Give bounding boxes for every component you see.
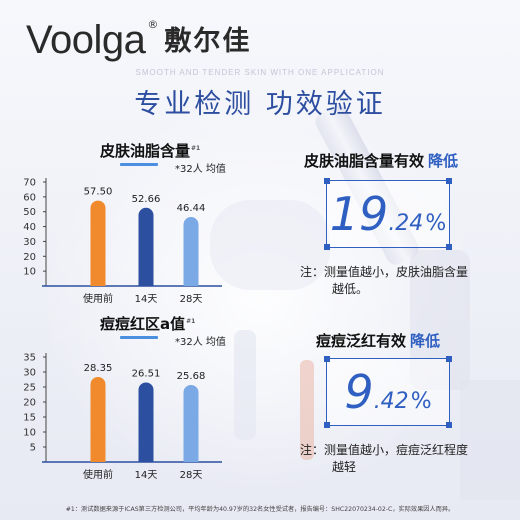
category-label: 使用前 — [83, 468, 113, 481]
effect-2-title-text: 痘痘泛红有效 — [316, 332, 407, 350]
y-tick-label: 35 — [23, 353, 36, 364]
bar-value-label: 52.66 — [132, 194, 161, 205]
bar-14天 — [138, 382, 154, 462]
effect-2-value-integer: 9 — [344, 365, 374, 419]
effect-1-title: 皮肤油脂含量有效 降低 — [304, 150, 458, 171]
effect-1-value-decimal: .24 — [388, 211, 424, 236]
effect-2-title: 痘痘泛红有效 降低 — [316, 330, 440, 351]
y-tick-label: 40 — [23, 222, 36, 233]
brand-logo: Voolga ® 敷尔佳 — [26, 12, 251, 62]
category-label: 14天 — [135, 470, 158, 481]
y-tick-label: 10 — [23, 267, 36, 278]
effect-1-value: 19 .24 % — [330, 191, 446, 237]
bar-value-label: 57.50 — [84, 187, 113, 198]
effect-2-note: 注：测量值越小，痘痘泛红程度 越轻 — [300, 442, 468, 476]
bar-value-label: 26.51 — [132, 368, 161, 379]
y-tick-label: 60 — [23, 192, 36, 203]
tagline: SMOOTH AND TENDER SKIN WITH ONE APPLICAT… — [135, 68, 385, 77]
box-corner — [324, 422, 330, 428]
y-tick-label: 30 — [23, 368, 36, 379]
effect-2-value-decimal: .42 — [373, 389, 409, 414]
effect-1-value-box: 19 .24 % — [324, 178, 452, 250]
effect-2-note-line-2: 越轻 — [332, 460, 357, 474]
category-label: 28天 — [180, 294, 203, 305]
box-corner — [324, 178, 330, 184]
box-corner — [446, 178, 452, 184]
chart-2-title-text: 痘痘红区a值 — [100, 315, 186, 333]
effect-1-highlight: 降低 — [428, 152, 459, 170]
effect-2-note-line-1: 注：测量值越小，痘痘泛红程度 — [300, 443, 469, 457]
footnote: #1：测试数据来源于ICAS第三方检测公司，平均年龄为40.97岁的32名女性受… — [65, 506, 455, 513]
chart-2-title: 痘痘红区a值#1 — [100, 313, 195, 334]
bar-使用前 — [90, 200, 106, 286]
category-label: 使用前 — [83, 292, 113, 305]
y-tick-label: 20 — [23, 252, 36, 263]
effect-1-note: 注：测量值越小，皮肤油脂含量 越低。 — [300, 264, 468, 298]
effect-1-note-line-2: 越低。 — [332, 282, 369, 296]
bar-value-label: 28.35 — [84, 363, 113, 374]
effect-1-value-unit: % — [425, 211, 447, 236]
chart-1-title-footnote-mark: #1 — [191, 145, 201, 152]
bar-value-label: 25.68 — [177, 371, 206, 382]
effect-1-value-integer: 19 — [329, 187, 389, 241]
effect-2-highlight: 降低 — [410, 332, 441, 350]
bar-28天 — [183, 384, 199, 462]
effect-1-title-text: 皮肤油脂含量有效 — [304, 152, 425, 170]
bar-value-label: 46.44 — [177, 203, 206, 214]
box-corner — [446, 356, 452, 362]
chart-1-title-underline — [120, 163, 158, 166]
effect-2-value-box: 9 .42 % — [324, 356, 452, 428]
bar-使用前 — [90, 376, 106, 462]
registered-mark: ® — [147, 18, 159, 31]
chart-2-subtitle: *32人 均值 — [175, 337, 226, 348]
y-tick-label: 10 — [23, 428, 36, 439]
brand-name-latin: Voolga — [26, 18, 146, 62]
chart-1-title-text: 皮肤油脂含量 — [100, 142, 191, 160]
chart-2-title-underline — [120, 336, 158, 339]
brand-name-chinese: 敷尔佳 — [164, 26, 252, 57]
bar-14天 — [138, 207, 154, 286]
y-tick-label: 50 — [23, 207, 36, 218]
bar-28天 — [183, 217, 199, 286]
box-corner — [446, 422, 452, 428]
y-tick-label: 30 — [23, 237, 36, 248]
effect-2-value: 9 .42 % — [344, 369, 431, 415]
y-tick-label: 70 — [23, 178, 36, 189]
chart-1-title: 皮肤油脂含量#1 — [100, 140, 200, 161]
y-tick-label: 15 — [23, 413, 36, 424]
effect-1-note-line-1: 注：测量值越小，皮肤油脂含量 — [300, 265, 469, 279]
box-corner — [324, 244, 330, 250]
category-label: 28天 — [180, 470, 203, 481]
y-tick-label: 5 — [30, 443, 36, 454]
effect-2-value-unit: % — [410, 389, 432, 414]
chart-2-title-footnote-mark: #1 — [186, 318, 196, 325]
headline: 专业检测 功效验证 — [134, 89, 386, 120]
box-corner — [446, 244, 452, 250]
chart-1-subtitle: *32人 均值 — [175, 164, 226, 175]
y-tick-label: 20 — [23, 398, 36, 409]
category-label: 14天 — [135, 294, 158, 305]
y-tick-label: 25 — [23, 383, 36, 394]
box-corner — [324, 356, 330, 362]
